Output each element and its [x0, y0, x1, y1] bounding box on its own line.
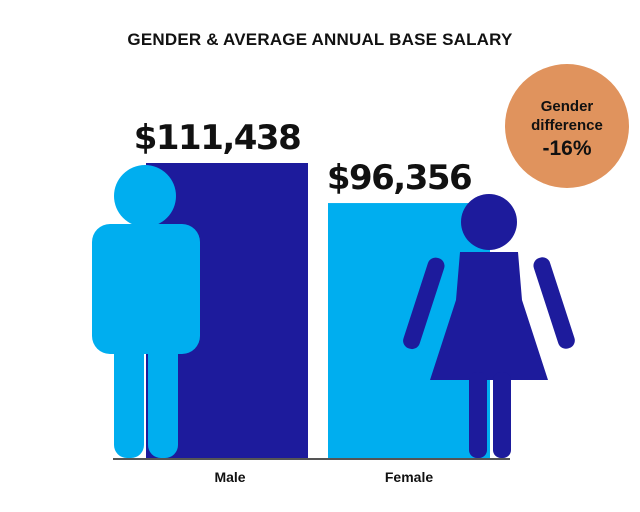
category-label-female: Female [385, 469, 433, 485]
badge-value: -16% [542, 137, 592, 160]
badge-line-gender: Gender [540, 98, 594, 115]
value-label-male: $111,438 [134, 118, 301, 158]
value-label-female: $96,356 [327, 158, 471, 198]
male-person-icon [92, 165, 200, 458]
female-person-icon [403, 194, 575, 458]
gender-difference-badge: Gender difference -16% [505, 64, 629, 188]
category-label-male: Male [214, 469, 245, 485]
badge-line-difference: difference [531, 117, 603, 134]
chart-title: GENDER & AVERAGE ANNUAL BASE SALARY [127, 30, 513, 49]
